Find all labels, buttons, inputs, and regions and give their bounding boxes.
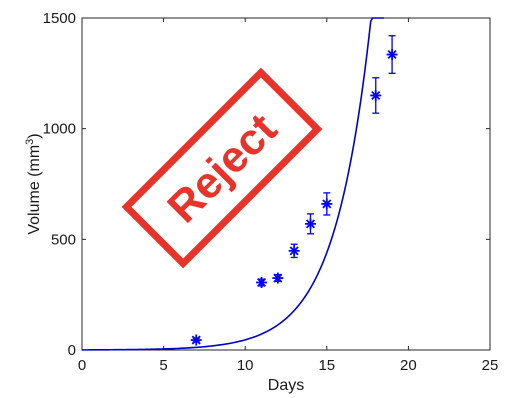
x-tick-label: 20 xyxy=(400,357,417,374)
x-tick-label: 10 xyxy=(237,357,254,374)
data-point xyxy=(304,213,316,235)
asterisk-marker-stroke xyxy=(322,199,332,209)
y-axis-label-main: Volume (mm xyxy=(26,145,43,235)
data-point xyxy=(321,192,333,216)
x-tick-label: 25 xyxy=(482,357,499,374)
asterisk-marker-stroke xyxy=(273,273,283,283)
asterisk-marker-stroke xyxy=(371,90,381,100)
y-tick-label: 1000 xyxy=(43,121,76,138)
data-point xyxy=(386,35,398,74)
asterisk-marker-stroke xyxy=(191,335,201,345)
plot-area xyxy=(81,17,491,351)
fit-curve xyxy=(81,17,384,351)
x-axis-label: Days xyxy=(268,377,304,394)
asterisk-marker-stroke xyxy=(256,277,267,288)
data-point xyxy=(370,77,382,114)
y-axis-label-suffix: ) xyxy=(26,133,43,138)
reject-stamp-frame xyxy=(121,67,323,269)
x-tick-label: 15 xyxy=(318,357,335,374)
y-axis: 0 500 1000 1500 xyxy=(43,10,490,359)
data-points-layer xyxy=(190,35,398,346)
x-tick-label: 5 xyxy=(159,357,167,374)
data-point xyxy=(272,272,284,284)
y-tick-label: 0 xyxy=(68,342,76,359)
asterisk-marker-stroke xyxy=(387,49,397,60)
data-point xyxy=(256,276,268,288)
fit-curve-layer xyxy=(81,17,384,351)
axes-box xyxy=(81,17,491,351)
asterisk-marker-stroke xyxy=(305,219,316,229)
y-tick-label: 1500 xyxy=(43,10,76,27)
x-tick-label: 0 xyxy=(78,357,86,374)
asterisk-marker-stroke xyxy=(289,246,299,256)
y-axis-label: Volume (mm3) xyxy=(24,133,43,234)
reject-stamp: Reject xyxy=(121,67,323,269)
y-tick-label: 500 xyxy=(51,231,76,248)
reject-stamp-text: Reject xyxy=(158,104,286,232)
y-axis-label-superscript: 3 xyxy=(24,139,36,145)
data-point xyxy=(288,243,300,259)
data-point xyxy=(190,334,202,346)
x-axis: 0 5 10 15 20 25 xyxy=(78,18,499,374)
